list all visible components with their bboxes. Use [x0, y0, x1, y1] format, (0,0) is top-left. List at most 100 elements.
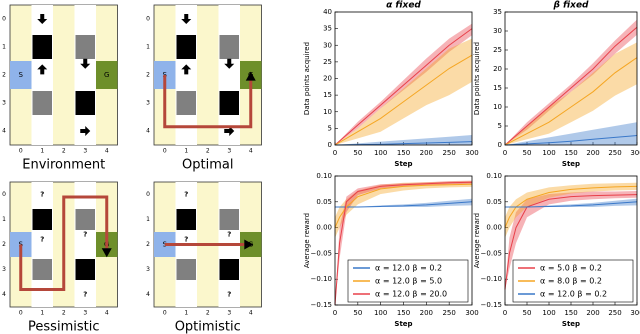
grid-col-tick: 4 — [249, 310, 253, 317]
grid-row-tick: 2 — [146, 241, 150, 248]
y-tick-label: 20 — [323, 75, 332, 83]
corridor — [175, 5, 197, 145]
y-tick-label: 5 — [328, 124, 332, 132]
grid-col-tick: 0 — [163, 310, 167, 317]
y-tick-label: 0.10 — [486, 172, 502, 180]
y-tick-label: 0.10 — [316, 172, 332, 180]
y-tick-label: 15 — [323, 91, 332, 99]
y-axis-label: Average reward — [303, 213, 311, 268]
grid-col-tick: 2 — [62, 148, 66, 155]
x-tick-label: 150 — [397, 309, 410, 317]
x-tick-label: 200 — [420, 309, 433, 317]
legend-label: α = 12.0 β = 0.2 — [540, 290, 607, 299]
x-axis-label: Step — [394, 320, 412, 328]
block — [32, 259, 52, 280]
x-axis-label: Step — [562, 320, 580, 328]
x-tick-label: 200 — [586, 309, 599, 317]
unknown-mark: ? — [184, 236, 188, 244]
unknown-mark: ? — [83, 291, 87, 299]
y-tick-label: 5 — [498, 122, 502, 130]
x-tick-label: 300 — [630, 309, 640, 317]
series-line — [504, 26, 638, 146]
series-line — [334, 181, 473, 306]
x-tick-label: 150 — [397, 149, 410, 157]
x-tick-label: 100 — [542, 149, 555, 157]
y-tick-label: 30 — [493, 27, 502, 35]
block — [219, 259, 239, 280]
block — [32, 209, 52, 230]
corridor — [218, 5, 240, 145]
grid-row-tick: 1 — [146, 216, 150, 223]
y-tick-label: −0.10 — [481, 275, 502, 283]
grid-col-tick: 0 — [163, 148, 167, 155]
panel-label: Pessimistic — [28, 320, 99, 334]
grid-col-tick: 0 — [19, 148, 23, 155]
grid-col-tick: 2 — [206, 310, 210, 317]
grid-col-tick: 3 — [227, 148, 231, 155]
series-line — [335, 201, 473, 208]
legend-label: α = 12.0 β = 0.2 — [375, 264, 442, 273]
y-axis-label: Average reward — [473, 213, 481, 268]
x-tick-label: 300 — [465, 149, 478, 157]
y-tick-label: 35 — [323, 25, 332, 33]
block — [75, 209, 95, 230]
x-tick-label: 100 — [374, 149, 387, 157]
panel-label: Optimal — [182, 158, 233, 173]
grid-col-tick: 3 — [83, 310, 87, 317]
block — [75, 259, 95, 280]
x-tick-label: 250 — [442, 309, 455, 317]
grid-row-tick: 4 — [2, 128, 6, 135]
x-tick-label: 0 — [503, 309, 507, 317]
y-tick-label: 40 — [323, 8, 332, 16]
wind-arrow — [37, 64, 48, 75]
confidence-band — [335, 198, 472, 207]
y-tick-label: 15 — [493, 84, 502, 92]
trajectory — [163, 75, 253, 129]
x-tick-label: 250 — [608, 309, 621, 317]
x-tick-label: 50 — [353, 309, 362, 317]
wind-arrow — [37, 14, 48, 24]
y-tick-label: 0.05 — [316, 198, 332, 206]
block — [75, 91, 95, 115]
wind-arrow — [80, 58, 91, 69]
block — [176, 209, 196, 230]
wind-arrow — [181, 14, 192, 24]
wind-arrow — [224, 126, 235, 136]
plot-frame — [504, 175, 638, 306]
x-tick-label: 200 — [420, 149, 433, 157]
y-tick-label: −0.15 — [481, 301, 502, 309]
confidence-band — [505, 122, 637, 145]
wind-arrow — [224, 58, 235, 69]
wind-arrow — [80, 126, 91, 136]
confidence-band — [505, 182, 637, 238]
grid-row-tick: 0 — [2, 191, 6, 198]
y-tick-label: 20 — [493, 65, 502, 73]
y-tick-label: 0.05 — [486, 198, 502, 206]
grid-col-tick: 4 — [105, 148, 109, 155]
legend-label: α = 12.0 β = 5.0 — [375, 277, 442, 286]
grid-row-tick: 4 — [146, 291, 150, 298]
legend-box — [512, 259, 634, 303]
y-tick-label: 0 — [498, 141, 502, 149]
corridor — [74, 5, 96, 145]
grid-row-tick: 2 — [2, 72, 6, 79]
trajectory-head — [244, 239, 254, 250]
series-line — [334, 28, 473, 146]
series-line — [504, 57, 638, 146]
y-tick-label: 10 — [323, 108, 332, 116]
x-tick-label: 0 — [333, 149, 337, 157]
series-line — [334, 54, 473, 146]
x-axis-label: Step — [562, 160, 580, 168]
y-tick-label: 0.00 — [316, 224, 332, 232]
grid-row-tick: 3 — [146, 266, 150, 273]
grid-row-tick: 2 — [146, 72, 150, 79]
corridor — [31, 5, 53, 145]
series-line — [504, 185, 638, 228]
trajectory-head — [101, 248, 112, 258]
block — [219, 35, 239, 59]
block — [219, 209, 239, 230]
unknown-mark: ? — [40, 236, 44, 244]
x-tick-label: 150 — [564, 149, 577, 157]
block — [75, 35, 95, 59]
